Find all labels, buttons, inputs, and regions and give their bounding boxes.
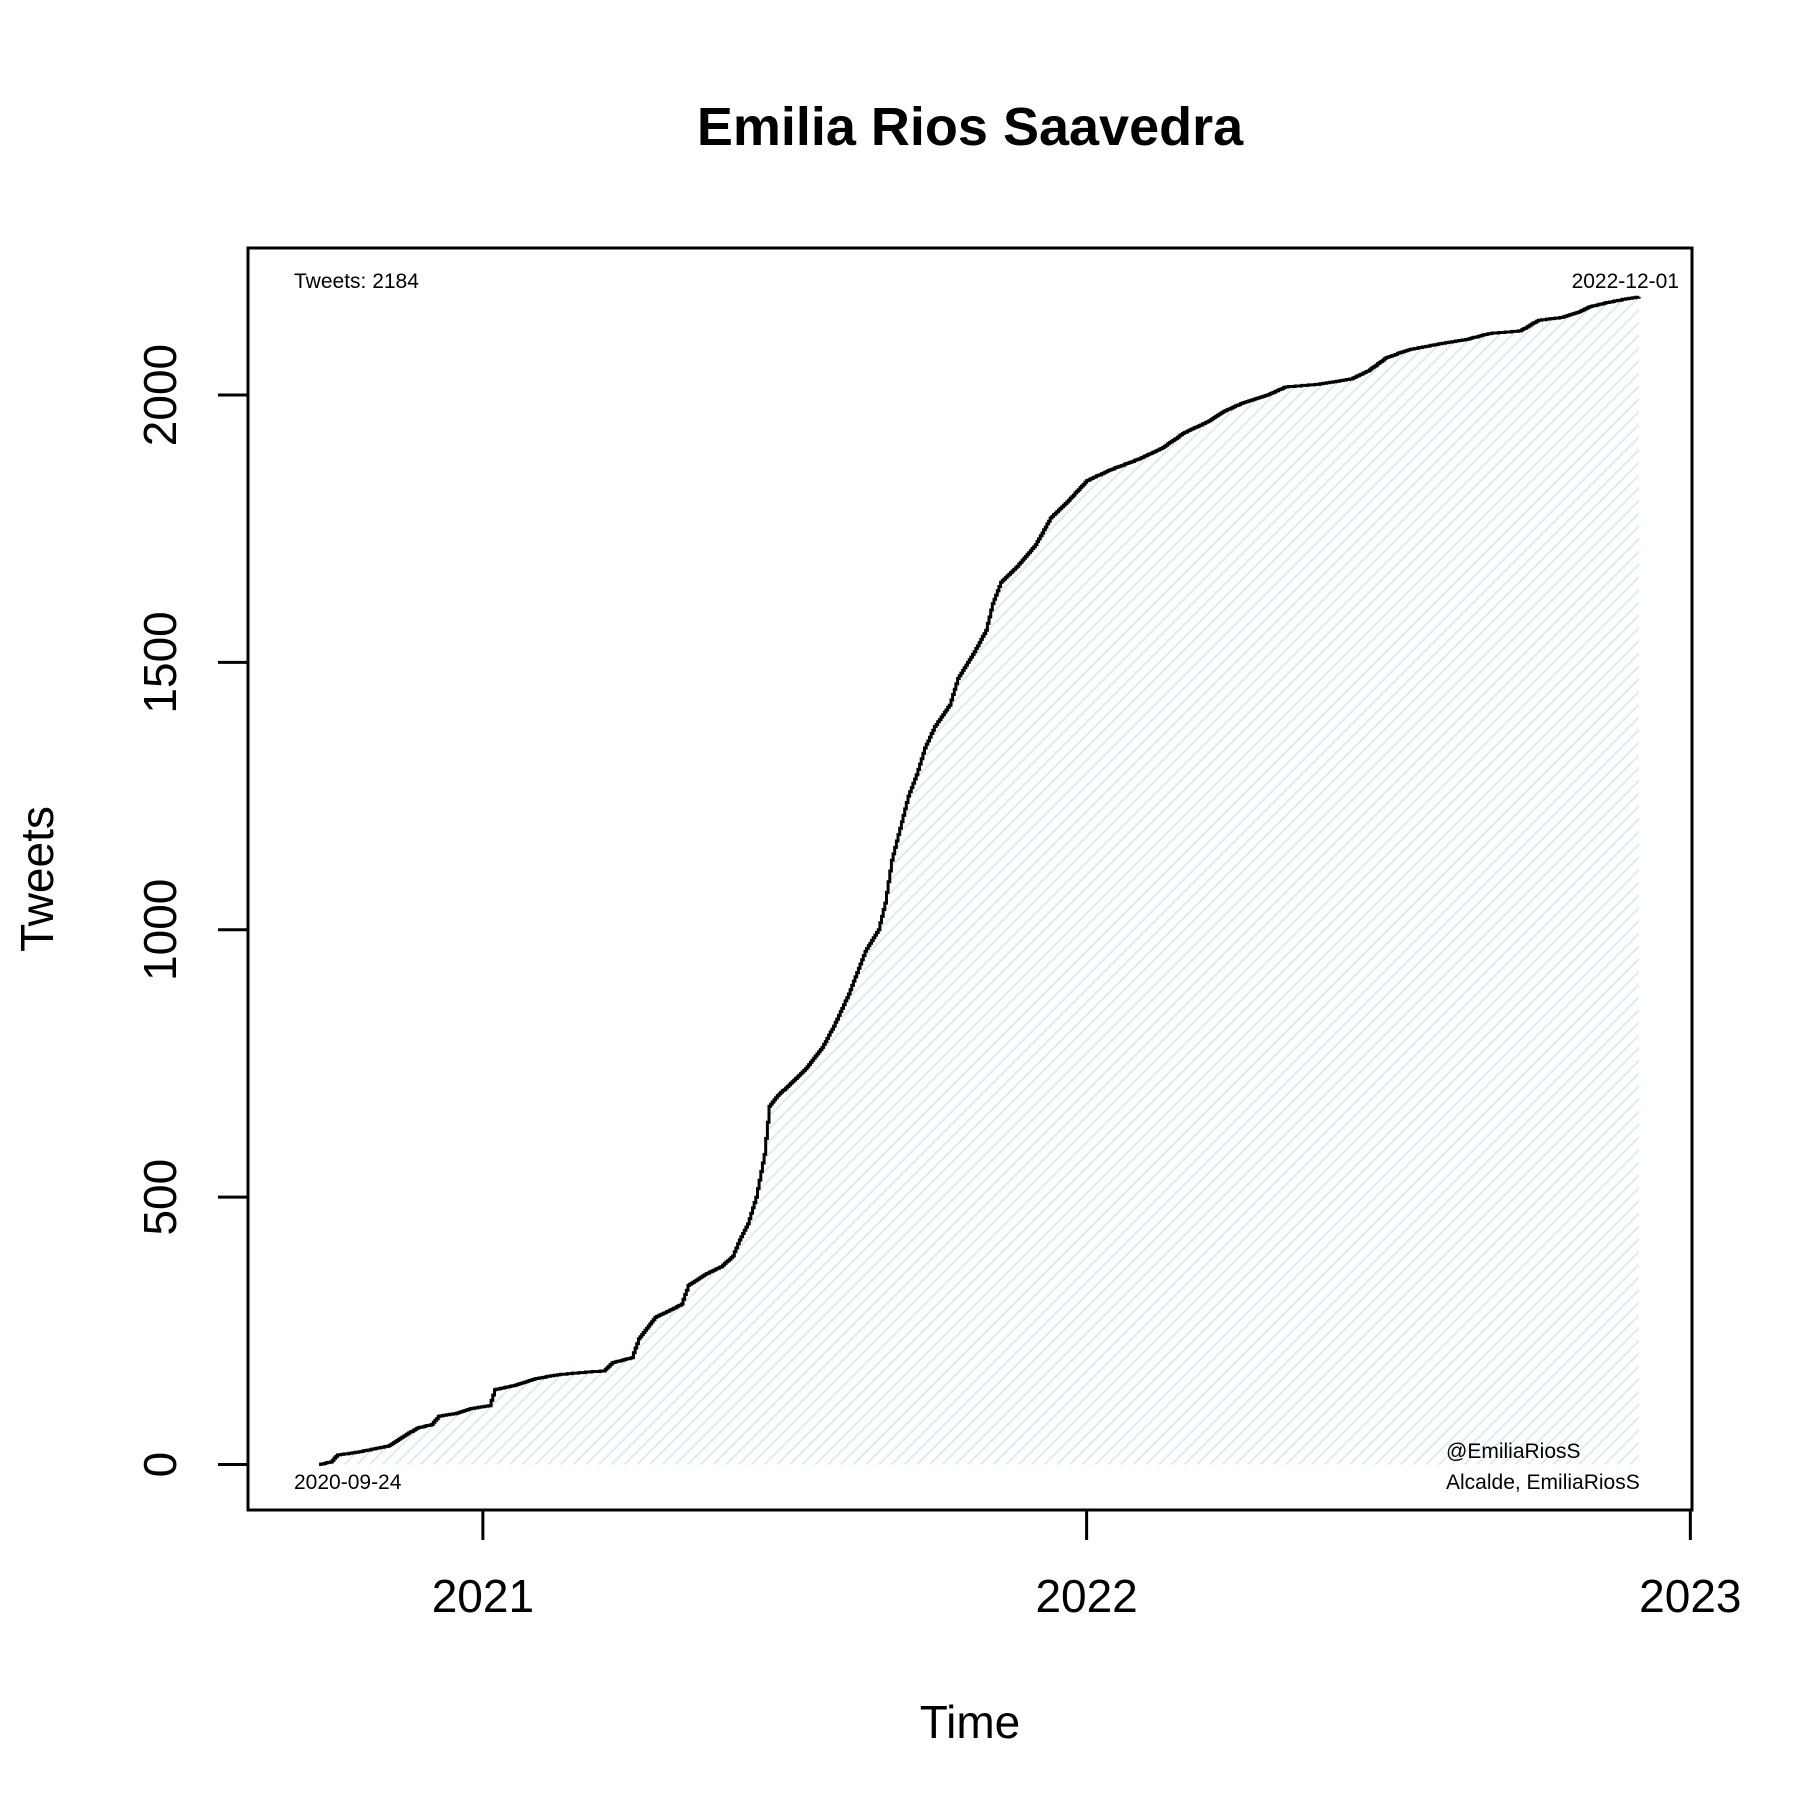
x-axis: 2021 2022 2023 [432, 1510, 1742, 1622]
tweet-count-label: Tweets: 2184 [294, 270, 419, 293]
y-tick-label-1500: 1500 [134, 611, 186, 713]
subtitle-label: Alcalde, EmiliaRiosS [1446, 1471, 1640, 1494]
x-tick-label-2021: 2021 [432, 1570, 534, 1622]
x-tick-label-2023: 2023 [1639, 1570, 1741, 1622]
y-tick-label-1000: 1000 [134, 879, 186, 981]
y-tick-label-0: 0 [134, 1452, 186, 1478]
end-date-label: 2022-12-01 [1572, 270, 1679, 293]
y-tick-label-2000: 2000 [134, 344, 186, 446]
x-tick-label-2022: 2022 [1035, 1570, 1137, 1622]
plot-frame [246, 246, 1694, 1512]
chart-title: Emilia Rios Saavedra [697, 97, 1244, 157]
y-axis: 0 500 1000 1500 2000 [134, 344, 248, 1477]
x-axis-title: Time [920, 1696, 1021, 1748]
y-axis-title: Tweets [11, 806, 63, 952]
start-date-label: 2020-09-24 [294, 1471, 402, 1494]
series-line [319, 295, 1641, 1466]
plot-area [319, 295, 1641, 1466]
handle-label: @EmiliaRiosS [1446, 1440, 1581, 1463]
area-fill [319, 296, 1640, 1465]
y-tick-label-500: 500 [134, 1159, 186, 1236]
